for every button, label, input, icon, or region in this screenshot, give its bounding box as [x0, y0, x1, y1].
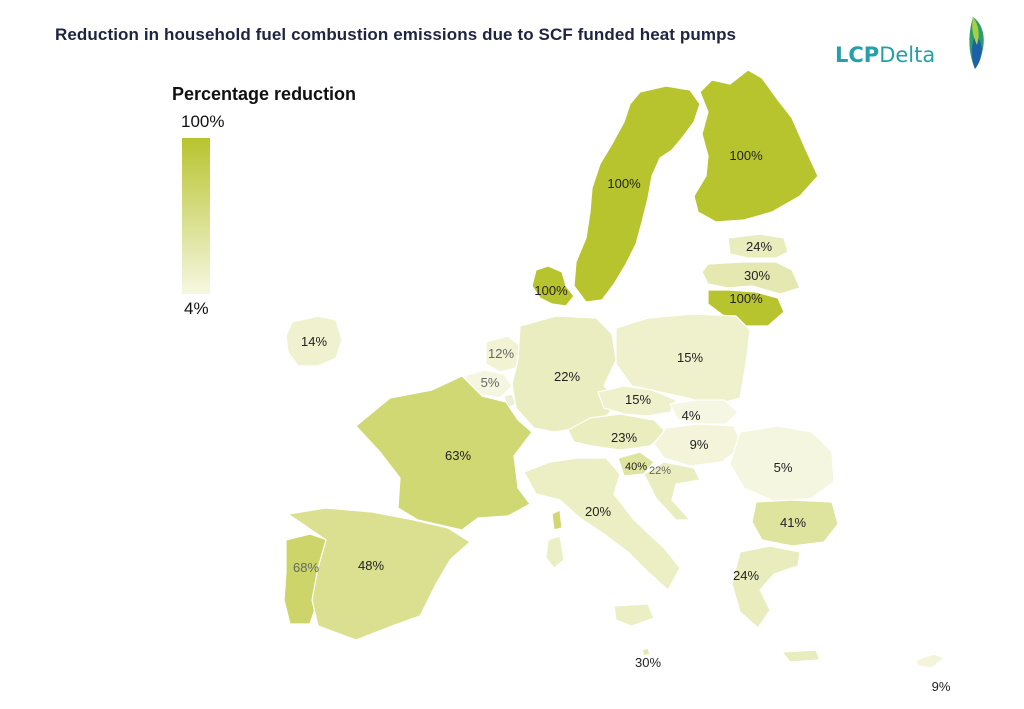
- region-label-poland: 15%: [677, 350, 703, 365]
- region-label-lithuania: 100%: [729, 291, 763, 306]
- region-label-slovakia: 4%: [682, 408, 701, 423]
- region-label-sweden: 100%: [607, 176, 641, 191]
- region-label-malta: 30%: [635, 655, 661, 670]
- region-corsica: [551, 509, 563, 531]
- region-cyprus: [915, 653, 945, 669]
- logo-wordmark: LCPDelta: [835, 43, 936, 67]
- legend-title: Percentage reduction: [172, 84, 357, 104]
- region-sardinia: [545, 535, 565, 569]
- region-label-finland: 100%: [729, 148, 763, 163]
- region-label-ireland: 14%: [301, 334, 327, 349]
- region-romania: [729, 425, 835, 503]
- region-label-estonia: 24%: [746, 239, 772, 254]
- region-label-portugal: 68%: [293, 560, 319, 575]
- region-label-italy: 20%: [585, 504, 611, 519]
- region-estonia: [727, 233, 789, 259]
- region-label-latvia: 30%: [744, 268, 770, 283]
- region-croatia: [643, 461, 701, 521]
- region-finland: [693, 69, 819, 223]
- region-label-france: 63%: [445, 448, 471, 463]
- lcp-delta-logo: LCPDelta: [835, 15, 1005, 75]
- region-label-belgium: 5%: [481, 375, 500, 390]
- region-hungary: [653, 423, 743, 467]
- region-bulgaria: [751, 499, 839, 547]
- region-label-denmark: 100%: [534, 283, 568, 298]
- leaf-icon: [969, 17, 984, 69]
- region-label-netherlands: 12%: [488, 346, 514, 361]
- legend-min-label: 4%: [184, 299, 209, 318]
- region-label-cyprus: 9%: [932, 679, 951, 694]
- region-label-hungary: 9%: [690, 437, 709, 452]
- region-label-spain: 48%: [358, 558, 384, 573]
- region-label-czechia: 15%: [625, 392, 651, 407]
- region-label-romania: 5%: [774, 460, 793, 475]
- region-czechia: [597, 385, 677, 417]
- region-slovakia: [669, 399, 739, 425]
- map-title: Reduction in household fuel combustion e…: [55, 25, 737, 44]
- region-ireland: [285, 315, 343, 367]
- region-label-croatia: 22%: [649, 465, 671, 477]
- region-greece: [731, 545, 801, 629]
- region-label-germany: 22%: [554, 369, 580, 384]
- legend-max-label: 100%: [181, 112, 225, 131]
- region-denmark: [531, 265, 575, 307]
- region-sweden: [573, 85, 701, 303]
- region-crete: [781, 649, 821, 663]
- region-poland: [615, 313, 751, 407]
- legend-color-bar: [182, 138, 210, 294]
- region-malta: [641, 647, 651, 657]
- region-latvia: [701, 261, 801, 295]
- region-label-slovenia: 40%: [625, 461, 647, 473]
- region-slovenia: [617, 451, 655, 477]
- region-france: [355, 375, 533, 531]
- region-label-bulgaria: 41%: [780, 515, 806, 530]
- region-label-austria: 23%: [611, 430, 637, 445]
- region-sicily: [613, 603, 655, 627]
- region-italy: [523, 457, 681, 591]
- region-label-greece: 24%: [733, 568, 759, 583]
- region-spain: [287, 507, 471, 641]
